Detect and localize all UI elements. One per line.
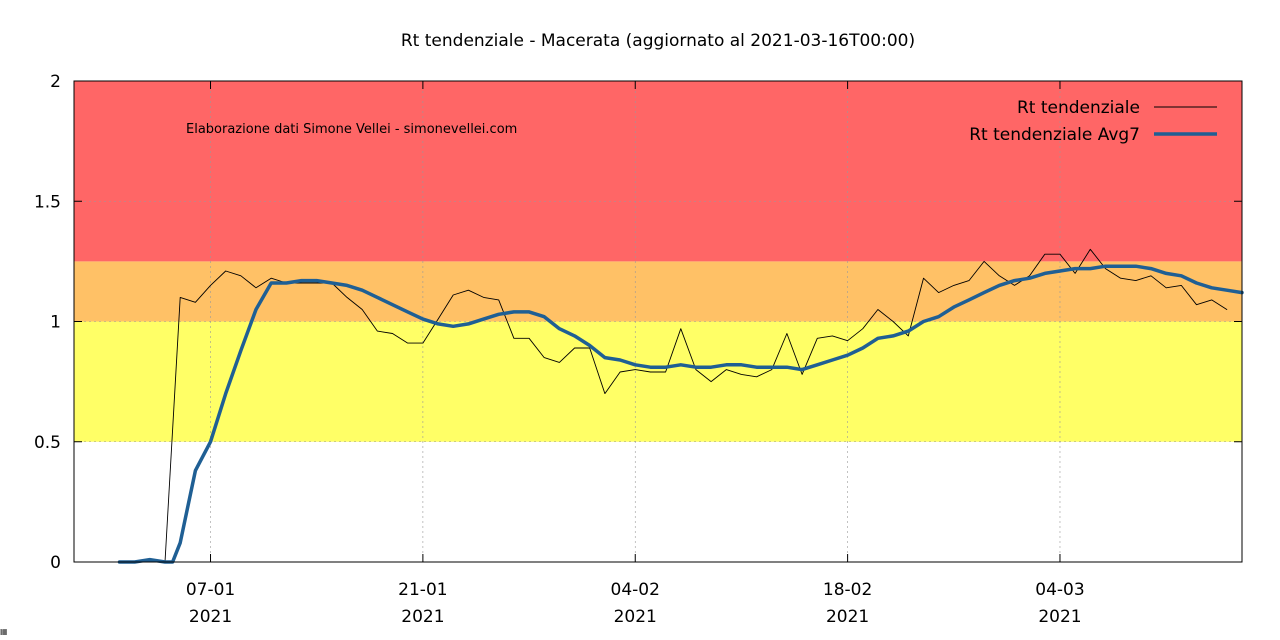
x-tick-label: 07-01 [186, 580, 235, 600]
x-tick-label: 18-02 [823, 580, 872, 600]
band-2 [74, 81, 1242, 262]
x-tick-label: 04-03 [1035, 580, 1084, 600]
series-line-0 [119, 248, 1228, 563]
y-tick-label: 1 [50, 313, 61, 333]
y-tick-label: 0 [50, 553, 61, 573]
y-tick-label: 1.5 [34, 192, 61, 212]
y-tick-label: 0.5 [34, 433, 61, 453]
x-tick-year-label: 2021 [1038, 607, 1081, 627]
band-0 [74, 321, 1242, 442]
x-tick-year-label: 2021 [401, 607, 444, 627]
x-tick-year-label: 2021 [614, 607, 657, 627]
legend-label-0: Rt tendenziale [1017, 98, 1140, 118]
grid [74, 81, 1242, 562]
y-tick-label: 2 [50, 72, 61, 92]
legend-label-1: Rt tendenziale Avg7 [969, 125, 1140, 145]
x-tick-year-label: 2021 [189, 607, 232, 627]
legend: Rt tendenziale Rt tendenziale Avg7 [969, 98, 1217, 145]
series-line-1 [117, 264, 1244, 564]
corner-mark: ▦ [0, 627, 8, 636]
series-lines [117, 248, 1244, 564]
x-tick-label: 04-02 [611, 580, 660, 600]
axes: 0 0.5 1 1.5 2 07-01 2021 21-01 2021 04-02 2021 18-0… [34, 72, 1242, 627]
x-tick-year-label: 2021 [826, 607, 869, 627]
chart-title: Rt tendenziale - Macerata (aggiornato al… [401, 31, 915, 51]
credit-annotation: Elaborazione dati Simone Vellei - simone… [186, 122, 517, 137]
x-tick-label: 21-01 [398, 580, 447, 600]
